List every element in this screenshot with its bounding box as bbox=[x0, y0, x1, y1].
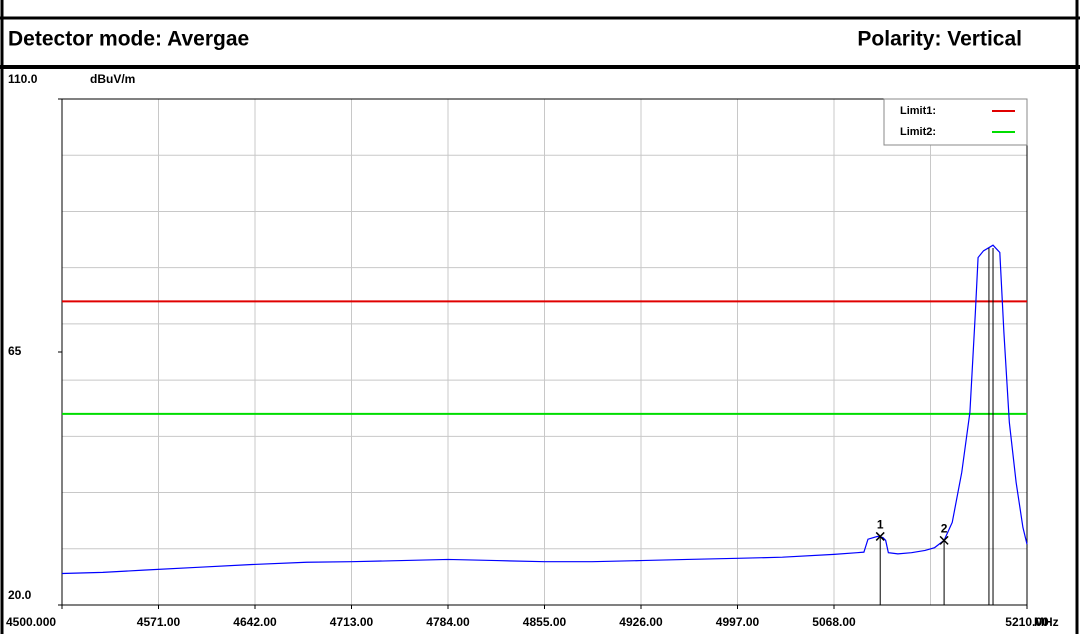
marker-cross bbox=[875, 531, 885, 541]
y-tick-label: 20.0 bbox=[8, 588, 32, 602]
legend-label: Limit1: bbox=[900, 105, 936, 117]
y-unit: dBuV/m bbox=[90, 72, 135, 86]
x-tick-label: 4855.00 bbox=[523, 615, 567, 629]
legend-label: Limit2: bbox=[900, 126, 936, 138]
x-tick-label: 4642.00 bbox=[233, 615, 277, 629]
x-tick-label: 5210.00 bbox=[1005, 615, 1049, 629]
x-tick-label: 4784.00 bbox=[426, 615, 470, 629]
legend-box bbox=[883, 98, 1028, 146]
marker-label: 1 bbox=[877, 518, 884, 532]
x-tick-label: 4571.00 bbox=[137, 615, 181, 629]
x-tick-label: 4713.00 bbox=[330, 615, 374, 629]
x-tick-label: 4500.000 bbox=[6, 615, 56, 629]
polarity-label: Polarity: Vertical bbox=[857, 28, 1022, 51]
marker-cross bbox=[939, 535, 949, 545]
x-tick-label: 4926.00 bbox=[619, 615, 663, 629]
y-tick-label: 65 bbox=[8, 344, 22, 358]
y-tick-label: 110.0 bbox=[8, 72, 38, 86]
x-unit: MHz bbox=[1034, 615, 1059, 629]
x-tick-label: 5068.00 bbox=[812, 615, 856, 629]
detector-label: Detector mode: Avergae bbox=[8, 28, 249, 51]
x-tick-label: 4997.00 bbox=[716, 615, 760, 629]
marker-label: 2 bbox=[941, 522, 948, 536]
